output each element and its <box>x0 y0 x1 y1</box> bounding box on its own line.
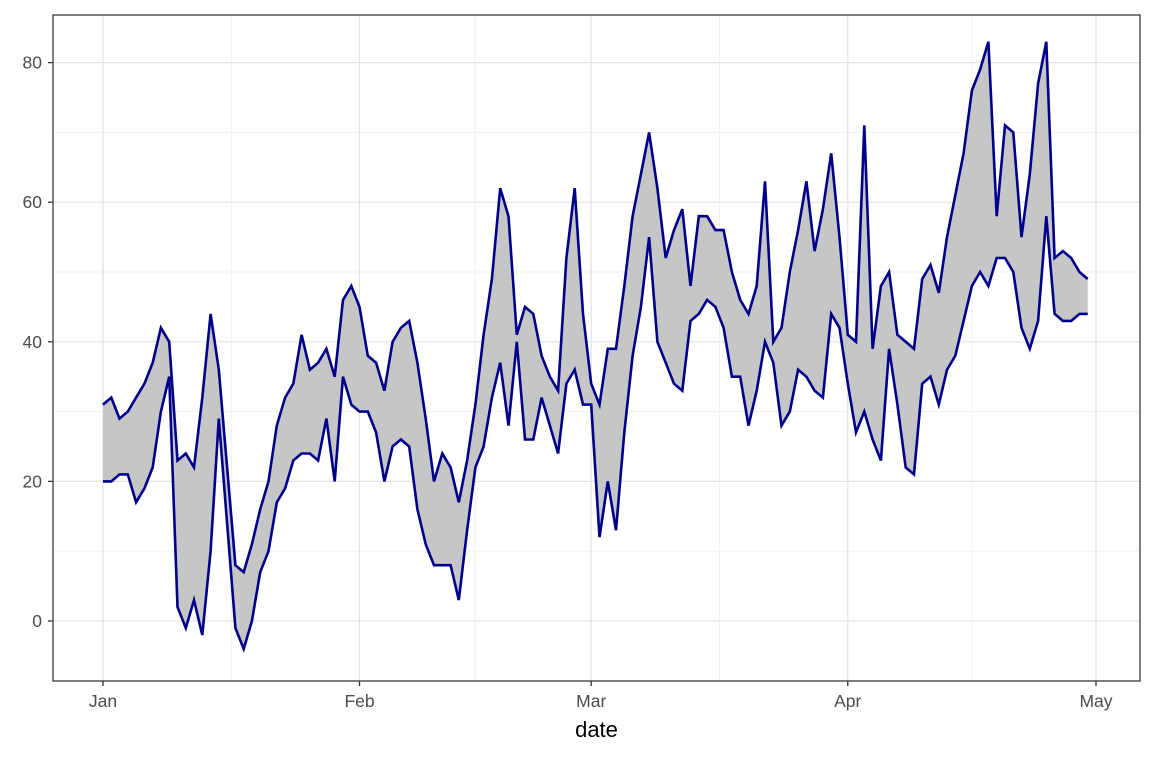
x-tick-label: Jan <box>89 691 117 711</box>
y-tick-label: 80 <box>23 53 43 73</box>
x-tick-label: Mar <box>576 691 606 711</box>
x-tick-label: May <box>1079 691 1112 711</box>
x-tick-label: Apr <box>834 691 861 711</box>
panel-border <box>52 14 1141 682</box>
x-axis-title: date <box>575 717 618 742</box>
x-tick-label: Feb <box>344 691 374 711</box>
y-tick-label: 20 <box>23 471 43 491</box>
upper-line <box>102 41 1089 575</box>
y-tick-label: 0 <box>32 611 42 631</box>
y-tick-label: 60 <box>23 192 43 212</box>
lower-line <box>103 216 1088 653</box>
y-tick-label: 40 <box>23 332 43 352</box>
